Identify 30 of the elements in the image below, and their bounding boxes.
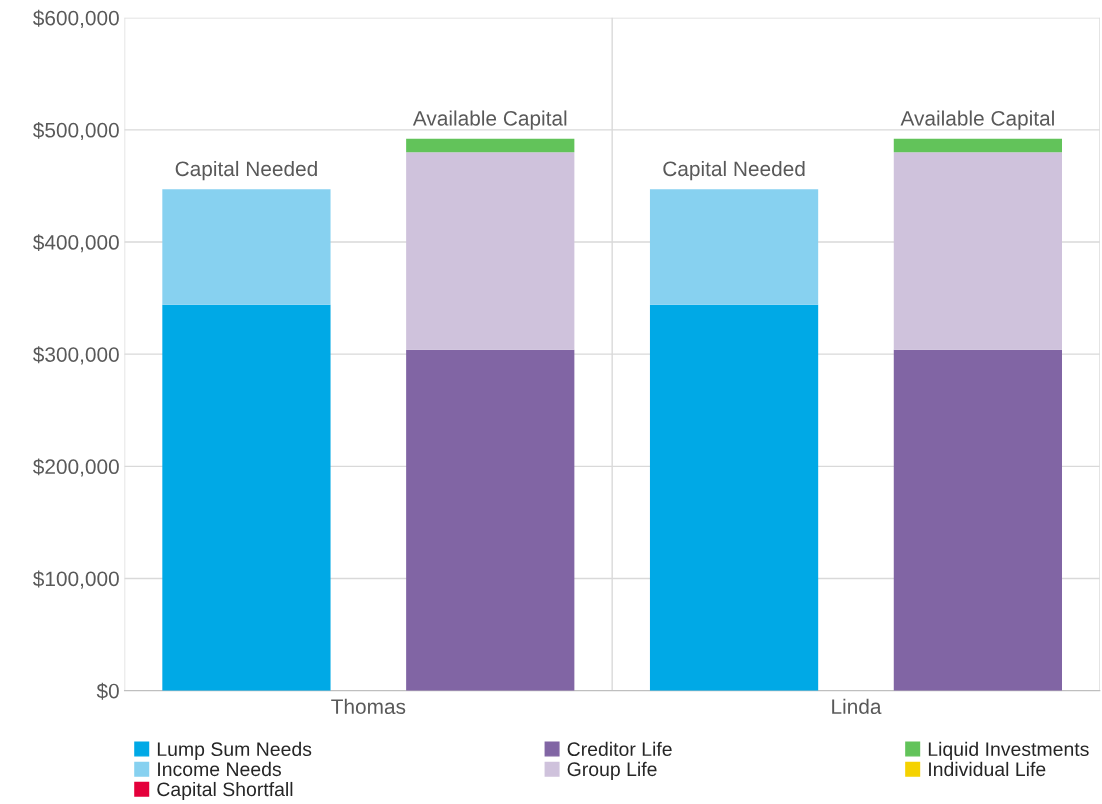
bar: [893, 349, 1062, 691]
bar: [893, 138, 1062, 153]
bar: [649, 189, 819, 305]
bar: [893, 152, 1062, 350]
y-tick-label: $200,000: [33, 458, 119, 477]
text: Thomas: [331, 698, 406, 715]
legend-label: Liquid Investments: [928, 741, 1089, 760]
x-tick-label: Available Capital: [412, 110, 567, 130]
x-tick-label: Available Capital: [900, 110, 1054, 130]
bar: [406, 138, 575, 153]
text: Linda: [832, 698, 882, 715]
x-tick-label: Capital Needed: [663, 160, 805, 181]
bar: [406, 152, 575, 350]
y-tick-label: $300,000: [33, 346, 119, 365]
bar: [162, 304, 331, 691]
bar: [649, 304, 819, 691]
bar: [406, 349, 575, 691]
y-tick-label: $500,000: [33, 121, 119, 141]
y-tick-label: $400,000: [33, 234, 119, 253]
legend-label: Lump Sum Needs: [157, 741, 312, 760]
legend-label: Capital Shortfall: [157, 781, 293, 801]
legend-label: Group Life: [567, 761, 657, 780]
bar: [162, 189, 331, 305]
x-tick-label: Capital Needed: [175, 160, 317, 181]
y-tick-label: $0: [96, 682, 119, 700]
y-tick-label: $100,000: [33, 570, 119, 589]
legend-label: Income Needs: [158, 761, 281, 777]
legend-label: Individual Life: [929, 761, 1046, 777]
y-tick-label: $600,000: [33, 9, 119, 28]
legend-label: Creditor Life: [567, 741, 672, 757]
